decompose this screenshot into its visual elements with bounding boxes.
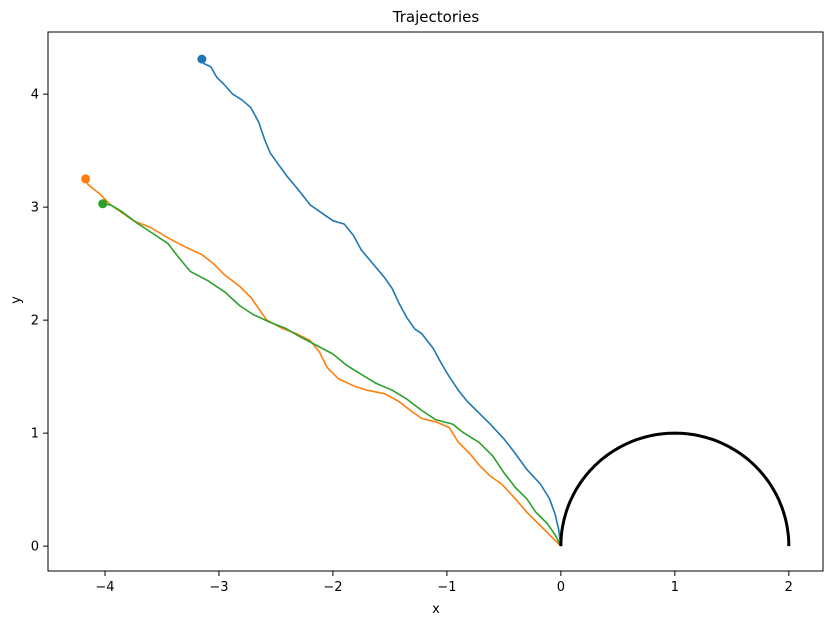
- x-tick-label: −2: [323, 580, 342, 595]
- series-line-3: [102, 203, 562, 547]
- series-start-point-3: [98, 199, 108, 209]
- x-tick-label: 1: [671, 580, 679, 595]
- y-tick-label: 4: [31, 88, 39, 103]
- y-tick-label: 2: [31, 314, 39, 329]
- x-tick-label: 2: [785, 580, 793, 595]
- x-tick-label: −3: [209, 580, 228, 595]
- x-axis-label: x: [432, 602, 440, 617]
- x-tick-label: 0: [557, 580, 565, 595]
- x-tick-label: −1: [437, 580, 456, 595]
- axis-ticks: −4 −3 −2 −1 0 1 2 0 1 2 3 4: [31, 88, 793, 595]
- series-line-4: [559, 431, 791, 547]
- x-tick-label: −4: [95, 580, 114, 595]
- series-start-point-2: [81, 174, 91, 184]
- plot-area: [81, 54, 791, 547]
- y-tick-label: 1: [31, 427, 39, 442]
- series-line-2: [84, 178, 562, 547]
- series-line-1: [201, 58, 562, 547]
- chart-title: Trajectories: [392, 8, 480, 26]
- y-tick-label: 0: [31, 540, 39, 555]
- series-start-point-1: [197, 54, 207, 64]
- axes-frame: [47, 31, 824, 572]
- y-tick-label: 3: [31, 201, 39, 216]
- y-axis-label: y: [9, 296, 24, 304]
